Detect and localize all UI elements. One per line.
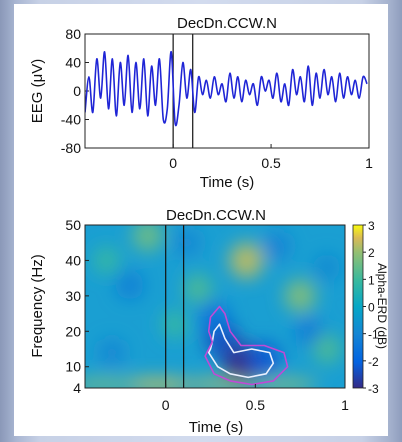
- tf-significance-contour: [207, 323, 275, 379]
- tf-significance-contours: [204, 305, 289, 386]
- colorbar-tick-label: -1: [368, 328, 379, 342]
- tf-heatmap-blob: [173, 228, 201, 257]
- tf-heatmap-blob: [98, 338, 126, 367]
- tf-heatmap-blob: [93, 246, 120, 275]
- tf-heatmap-blob: [117, 378, 196, 388]
- eeg-xtick-label: 0: [169, 155, 177, 171]
- colorbar-tick-label: 1: [368, 273, 375, 287]
- tf-ytick-label: 40: [65, 252, 81, 268]
- tf-xtick-label: 0: [162, 397, 170, 413]
- tf-heatmap-blob: [199, 301, 230, 334]
- tf-heatmap-blob: [294, 316, 324, 347]
- eeg-ytick-label: -80: [61, 140, 81, 156]
- tf-ytick-label: 50: [65, 217, 81, 233]
- tf-heatmap-blob: [246, 378, 318, 388]
- eeg-ytick-label: 40: [65, 55, 81, 71]
- tf-xtick-label: 1: [341, 397, 349, 413]
- tf-significance-contour: [204, 305, 289, 386]
- tf-heatmap-blob: [263, 231, 291, 261]
- tf-heatmap-blob: [183, 274, 212, 304]
- figure-panel: DecDn.CCW.N 80 40 0 -40 -80 0 0.5 1 Time (s) EE…: [14, 4, 388, 436]
- tf-heatmap-blob: [313, 253, 341, 282]
- tf-ylabel: Frequency (Hz): [29, 254, 46, 357]
- colorbar-tick-label: 0: [368, 301, 375, 315]
- eeg-title: DecDn.CCW.N: [177, 15, 277, 32]
- eeg-xlabel: Time (s): [200, 174, 254, 191]
- tf-heatmap-blob: [313, 334, 342, 364]
- eeg-series-line: [85, 50, 368, 127]
- tf-heatmap-blob: [284, 279, 316, 313]
- tf-heatmap-blob: [161, 310, 188, 339]
- eeg-ytick-label: -40: [61, 112, 81, 128]
- colorbar-tick-label: -2: [368, 355, 379, 369]
- tf-ytick-label: 20: [65, 323, 81, 339]
- eeg-chart: DecDn.CCW.N 80 40 0 -40 -80 0 0.5 1 Time (s) EE…: [29, 15, 373, 191]
- tf-heatmap-blob: [85, 378, 138, 388]
- tf-heatmap-blob: [182, 378, 257, 388]
- colorbar-tick-label: 3: [368, 219, 375, 233]
- tf-xtick-label: 0.5: [246, 397, 266, 413]
- tf-heatmap-blob: [132, 225, 163, 252]
- eeg-ytick-label: 0: [73, 83, 81, 99]
- tf-heatmap-blob: [115, 270, 144, 300]
- colorbar-tick-label: 2: [368, 246, 375, 260]
- colorbar: [352, 224, 364, 389]
- tf-ytick-label: 30: [65, 288, 81, 304]
- eeg-xtick-label: 1: [365, 155, 373, 171]
- tf-ytick-label: 10: [65, 359, 81, 375]
- eeg-axes-box: [84, 33, 370, 149]
- eeg-xtick-label: 0.5: [261, 155, 281, 171]
- tf-ytick-label: 4: [73, 380, 81, 396]
- colorbar-label: Alpha-ERD (dB): [375, 263, 388, 349]
- eeg-ylabel: EEG (μV): [29, 59, 46, 123]
- tf-heatmap-blob: [247, 342, 281, 378]
- tf-axes-box: [84, 224, 346, 389]
- tf-event-lines: [165, 225, 185, 388]
- eeg-event-lines: [172, 34, 194, 148]
- tf-title: DecDn.CCW.N: [166, 207, 266, 224]
- tf-xlabel: Time (s): [189, 419, 243, 436]
- eeg-ytick-label: 80: [65, 26, 81, 42]
- colorbar-tick-label: -3: [368, 382, 379, 396]
- tf-heatmap-blob: [229, 242, 264, 279]
- colorbar-ticks: 3 2 1 0 -1 -2 -3: [363, 219, 379, 396]
